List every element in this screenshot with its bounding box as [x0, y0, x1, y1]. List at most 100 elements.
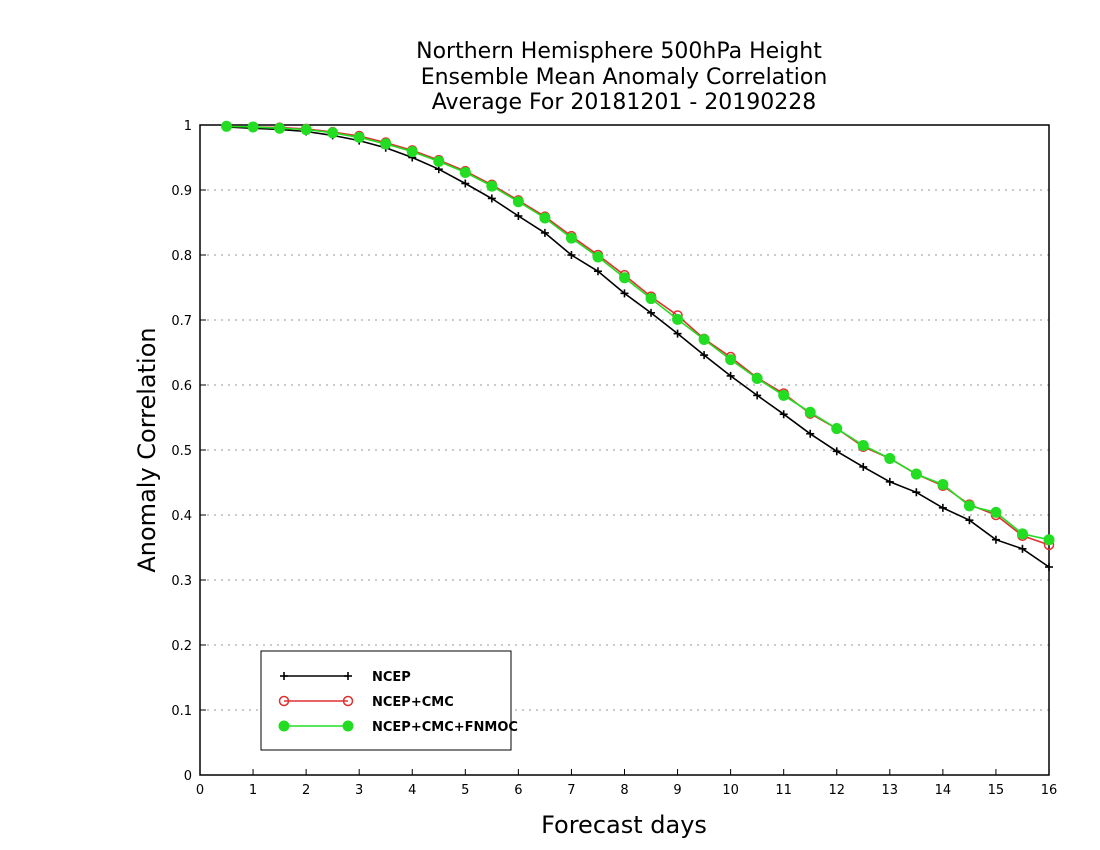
data-point-plus	[991, 535, 1000, 544]
data-point-plus	[832, 447, 841, 456]
y-tick-label: 0.9	[171, 184, 192, 199]
data-point-plus	[593, 267, 602, 276]
data-point-plus	[885, 477, 894, 486]
legend-label: NCEP	[372, 670, 411, 685]
data-point-filled-circle	[725, 354, 737, 366]
y-tick-label: 0.5	[171, 444, 192, 459]
data-point-filled-circle	[592, 251, 604, 263]
x-axis-label: Forecast days	[541, 811, 707, 839]
data-point-filled-circle	[539, 212, 551, 224]
legend-label: NCEP+CMC+FNMOC	[372, 720, 518, 735]
data-point-filled-circle	[486, 180, 498, 192]
data-point-plus	[540, 228, 549, 237]
data-point-filled-circle	[512, 196, 524, 208]
data-point-plus	[1045, 563, 1053, 571]
data-point-plus	[912, 488, 921, 497]
legend-item: NCEP+CMC	[278, 695, 454, 710]
x-tick-label: 1	[249, 783, 257, 798]
legend: NCEP NCEP+CMC NCEP+CMC+FNMOC	[260, 650, 518, 751]
data-point-plus	[344, 672, 352, 680]
title-line-2: Ensemble Mean Anomaly Correlation	[421, 65, 828, 90]
x-tick-label: 5	[461, 783, 469, 798]
legend-item: NCEP	[280, 670, 411, 685]
data-point-plus	[647, 308, 656, 317]
chart-title: Northern Hemisphere 500hPa Height Ensemb…	[416, 39, 827, 115]
x-tick-label: 16	[1041, 783, 1058, 798]
data-point-plus	[1018, 544, 1027, 553]
data-point-filled-circle	[327, 127, 339, 139]
y-tick-label: 0.4	[171, 509, 192, 524]
x-tick-label: 15	[988, 783, 1005, 798]
y-tick-label: 0.8	[171, 249, 192, 264]
x-tick-label: 8	[620, 783, 628, 798]
data-point-filled-circle	[342, 720, 354, 732]
data-point-filled-circle	[990, 506, 1002, 518]
series-ncep-cmc-fnmoc	[221, 120, 1055, 546]
data-point-filled-circle	[778, 389, 790, 401]
data-point-plus	[567, 251, 576, 259]
x-tick-label: 3	[355, 783, 363, 798]
data-point-filled-circle	[565, 232, 577, 244]
data-point-filled-circle	[751, 373, 763, 384]
x-tick-label: 11	[775, 783, 792, 798]
x-tick-label: 6	[514, 783, 522, 798]
x-tick-label: 12	[828, 783, 845, 798]
y-tick-label: 0.3	[171, 574, 192, 589]
y-tick-label: 0.2	[171, 639, 192, 654]
data-point-filled-circle	[300, 124, 312, 136]
data-point-filled-circle	[619, 272, 630, 284]
y-tick-label: 0.1	[171, 704, 192, 719]
data-point-filled-circle	[1043, 534, 1055, 546]
data-point-plus	[726, 371, 735, 380]
x-tick-label: 14	[935, 783, 952, 798]
data-point-plus	[487, 194, 496, 203]
data-point-open-circle	[278, 695, 290, 707]
data-point-plus	[700, 351, 709, 360]
data-point-plus	[280, 672, 288, 680]
data-point-filled-circle	[380, 138, 392, 150]
data-point-plus	[779, 410, 788, 419]
data-point-filled-circle	[433, 155, 445, 167]
y-axis-ticks: 0 0.1 0.2 0.3 0.4 0.5 0.6 0.7 0.8 0.9 1	[171, 119, 206, 784]
data-point-plus	[514, 212, 523, 220]
title-line-3: Average For 20181201 - 20190228	[432, 90, 817, 115]
data-series	[221, 120, 1055, 571]
data-point-filled-circle	[963, 500, 975, 512]
x-tick-label: 7	[567, 783, 575, 798]
data-point-plus	[965, 516, 974, 525]
data-point-filled-circle	[910, 468, 922, 480]
data-point-plus	[673, 329, 682, 338]
data-point-filled-circle	[804, 406, 816, 418]
y-tick-label: 0	[184, 769, 192, 784]
data-point-filled-circle	[353, 131, 365, 143]
x-axis-ticks: 0 1 2 3 4 5 6 7 8 9 10 11 12 13 14 15 16	[196, 769, 1057, 798]
data-point-plus	[859, 462, 868, 471]
data-point-plus	[461, 179, 470, 188]
legend-label: NCEP+CMC	[372, 695, 454, 710]
data-point-filled-circle	[857, 439, 869, 451]
series-line	[226, 126, 1050, 568]
y-tick-label: 0.7	[171, 314, 192, 329]
data-point-filled-circle	[645, 293, 657, 305]
x-tick-label: 10	[722, 783, 739, 798]
data-point-open-circle	[342, 695, 354, 707]
data-point-filled-circle	[1016, 528, 1028, 540]
data-point-filled-circle	[406, 146, 418, 158]
data-point-plus	[620, 289, 629, 298]
data-point-filled-circle	[278, 720, 290, 732]
x-tick-label: 0	[196, 783, 204, 798]
legend-item: NCEP+CMC+FNMOC	[278, 720, 518, 735]
data-point-filled-circle	[274, 122, 286, 134]
series-ncep-cmc	[221, 121, 1055, 551]
data-point-plus	[938, 503, 947, 512]
data-point-filled-circle	[221, 120, 233, 132]
title-line-1: Northern Hemisphere 500hPa Height	[416, 39, 822, 64]
y-axis-label: Anomaly Correlation	[133, 327, 161, 572]
x-tick-label: 9	[673, 783, 681, 798]
data-point-filled-circle	[884, 452, 896, 464]
series-line	[226, 125, 1050, 546]
data-point-plus	[753, 391, 762, 400]
data-point-filled-circle	[459, 166, 471, 178]
data-point-filled-circle	[672, 313, 684, 325]
